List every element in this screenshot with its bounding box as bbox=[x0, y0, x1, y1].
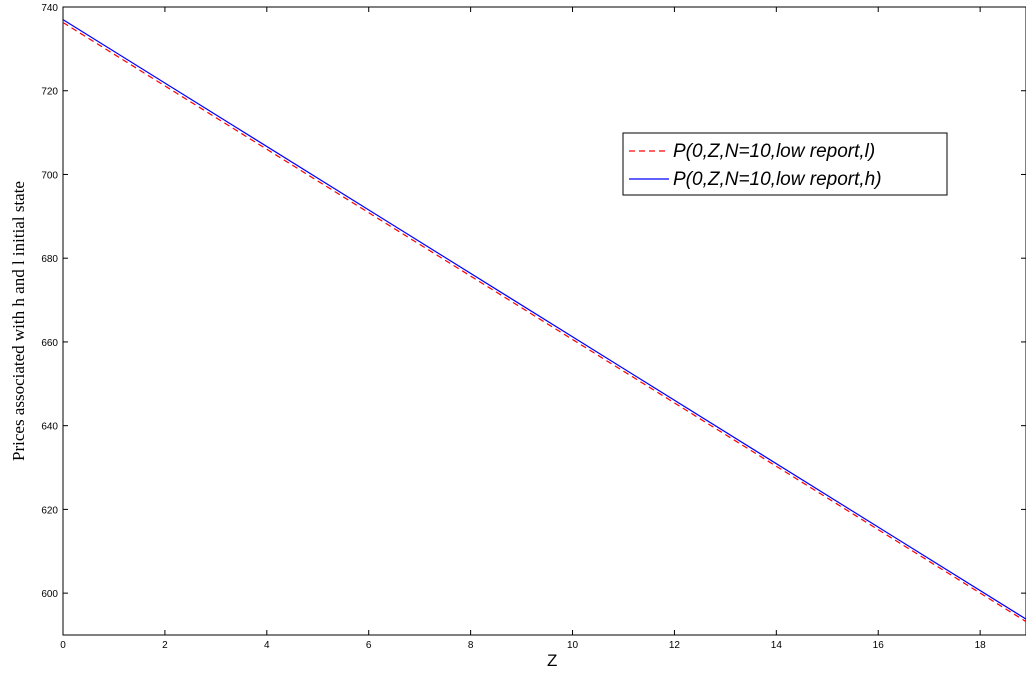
y-tick-label: 720 bbox=[41, 87, 58, 98]
x-tick-label: 2 bbox=[162, 640, 168, 651]
legend-label-0: P(0,Z,N=10,low report,l) bbox=[673, 141, 875, 162]
x-tick-label: 14 bbox=[771, 640, 783, 651]
x-tick-label: 10 bbox=[567, 640, 579, 651]
legend: P(0,Z,N=10,low report,l) P(0,Z,N=10,low r… bbox=[622, 132, 948, 196]
x-axis-label: Z bbox=[547, 651, 557, 670]
series-lines bbox=[62, 19, 1026, 623]
y-tick-label: 600 bbox=[41, 589, 58, 600]
x-tick-label: 0 bbox=[60, 640, 66, 651]
x-tick-label: 16 bbox=[873, 640, 885, 651]
x-tick-label: 8 bbox=[468, 640, 474, 651]
series-line-1 bbox=[62, 19, 1026, 620]
legend-label-1: P(0,Z,N=10,low report,h) bbox=[673, 169, 882, 190]
y-tick-label: 680 bbox=[41, 254, 58, 265]
y-tick-label: 660 bbox=[41, 338, 58, 349]
y-tick-label: 700 bbox=[41, 170, 58, 181]
y-tick-label: 740 bbox=[41, 3, 58, 14]
series-line-0 bbox=[62, 21, 1026, 623]
plot-area bbox=[62, 6, 1026, 636]
legend-box bbox=[622, 132, 948, 196]
x-axis: 0 2 4 6 8 10 12 14 16 18 bbox=[60, 7, 986, 651]
y-tick-label: 640 bbox=[41, 422, 58, 433]
y-axis: 600 620 640 660 680 700 720 740 bbox=[41, 3, 1026, 600]
x-tick-label: 4 bbox=[264, 640, 270, 651]
x-tick-label: 12 bbox=[669, 640, 681, 651]
y-axis-label: Prices associated with h and l initial s… bbox=[9, 181, 28, 461]
x-tick-label: 6 bbox=[366, 640, 372, 651]
x-tick-label: 18 bbox=[975, 640, 987, 651]
y-tick-label: 620 bbox=[41, 505, 58, 516]
